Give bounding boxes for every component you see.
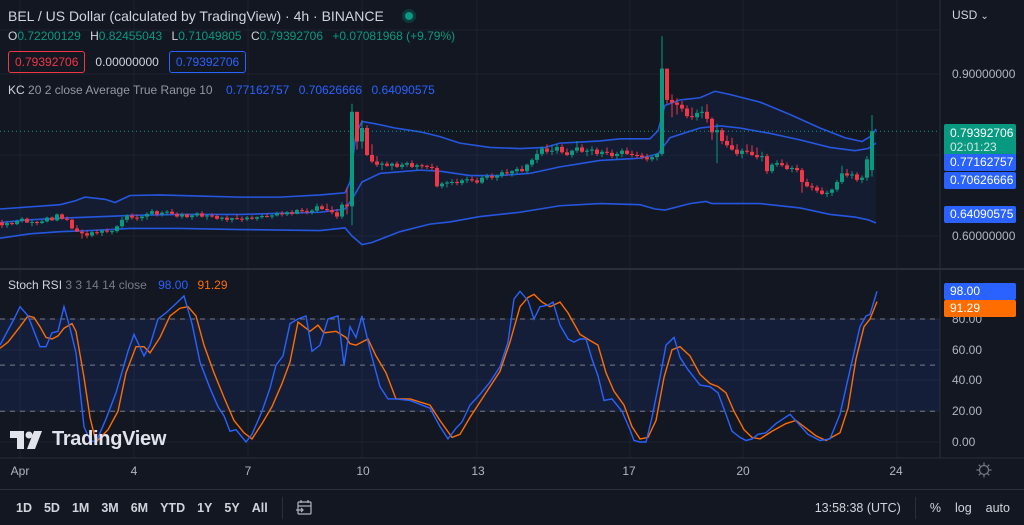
tradingview-watermark: TradingView [10,428,166,451]
time-label-24: 24 [889,464,903,478]
sell-button[interactable]: 0.79392706 [8,51,86,73]
ohlc-values: O0.72200129 H0.82455043 L0.71049805 C0.7… [8,29,461,43]
toolbar-divider [281,496,283,519]
pane-separator[interactable] [0,268,1024,270]
go-to-date-icon[interactable] [295,499,313,517]
timeframe-all[interactable]: All [251,500,268,515]
keltner-channel-lines [0,90,877,246]
trade-buttons: 0.79392706 0.00000000 0.79392706 [8,51,247,73]
stoch-name: Stoch RSI [8,278,63,292]
stoch-tick-40: 40.00 [952,373,983,387]
percent-scale-toggle[interactable]: % [929,501,941,515]
chart-canvas[interactable] [0,0,1024,490]
stoch-band-background [0,318,940,412]
stoch-k-value: 98.00 [158,278,189,292]
high-value: 0.82455043 [98,29,163,43]
stoch-d-value: 91.29 [197,278,228,292]
candlestick-series [0,36,874,239]
keltner-channel-fill [0,91,876,245]
stoch-k-tag: 98.00 [944,283,1016,300]
kc-params: 20 2 close Average True Range 10 [28,83,213,97]
high-label: H [90,29,99,43]
toolbar-divider-right [914,497,916,519]
auto-scale-toggle[interactable]: auto [985,501,1010,515]
stoch-tick-20: 20.00 [952,404,983,418]
symbol-title[interactable]: BEL / US Dollar (calculated by TradingVi… [8,8,384,24]
last-price-tag: 0.79392706 02:01:23 [944,124,1016,158]
timeframe-3m[interactable]: 3M [101,500,119,515]
grid [0,0,1024,459]
timeframe-5y[interactable]: 5Y [224,500,240,515]
time-label-10: 10 [356,464,370,478]
log-scale-toggle[interactable]: log [954,501,972,515]
timeframe-1d[interactable]: 1D [16,500,32,515]
low-value: 0.71049805 [178,29,242,43]
bar-countdown: 02:01:23 [950,140,997,154]
stoch-rsi-legend[interactable]: Stoch RSI 3 3 14 14 close 98.00 91.29 [8,278,228,292]
watermark-text: TradingView [52,428,167,450]
toolbar-right: 13:58:38 (UTC) % log auto [815,490,1010,525]
time-label-20: 20 [736,464,750,478]
change-value: +0.07081968 (+9.79%) [332,29,456,43]
time-label-17: 17 [622,464,636,478]
price-tick-060: 0.60000000 [952,229,1016,243]
kc-middle-tag: 0.70626666 [944,172,1016,189]
stoch-rsi-lines [0,290,878,444]
time-label-13: 13 [471,464,485,478]
stoch-tick-0: 0.00 [952,435,976,449]
low-label: L [171,29,179,43]
utc-clock[interactable]: 13:58:38 (UTC) [814,501,901,515]
kc-upper-tag: 0.77162757 [944,154,1016,171]
kc-lower-value: 0.64090575 [371,83,435,97]
time-label-apr: Apr [10,464,30,478]
currency-selector[interactable]: USD [952,8,989,22]
stoch-params: 3 3 14 14 close [65,278,147,292]
time-label-7: 7 [244,464,252,478]
timeframe-6m[interactable]: 6M [130,500,149,515]
open-value: 0.72200129 [17,29,81,43]
symbol-legend: BEL / US Dollar (calculated by TradingVi… [8,8,416,24]
timeframe-1m[interactable]: 1M [71,500,90,515]
tradingview-logo-icon [10,430,42,449]
kc-name: KC [8,83,25,97]
timeframe-1y[interactable]: 1Y [197,500,213,515]
market-open-status-icon[interactable] [401,9,416,23]
kc-lower-tag: 0.64090575 [944,206,1016,223]
settings-gear-icon[interactable] [976,462,992,478]
open-label: O [8,29,18,43]
time-label-4: 4 [130,464,138,478]
timeframe-5d[interactable]: 5D [43,500,60,515]
price-tick-090: 0.90000000 [952,67,1016,81]
last-price-value: 0.79392706 [950,126,1014,140]
buy-button[interactable]: 0.79392706 [168,51,247,73]
stoch-tick-60: 60.00 [952,343,983,357]
close-value: 0.79392706 [259,29,324,43]
close-label: C [250,29,260,43]
kc-legend[interactable]: KC 20 2 close Average True Range 10 0.77… [8,83,441,97]
spread-value: 0.00000000 [95,55,159,69]
kc-middle-value: 0.70626666 [298,83,363,97]
timeframe-ytd[interactable]: YTD [160,500,186,515]
stoch-d-tag: 91.29 [944,300,1016,317]
bottom-toolbar: 1D 5D 1M 3M 6M YTD 1Y 5Y All 13:58:38 (U… [0,489,1024,525]
kc-upper-value: 0.77162757 [225,83,290,97]
